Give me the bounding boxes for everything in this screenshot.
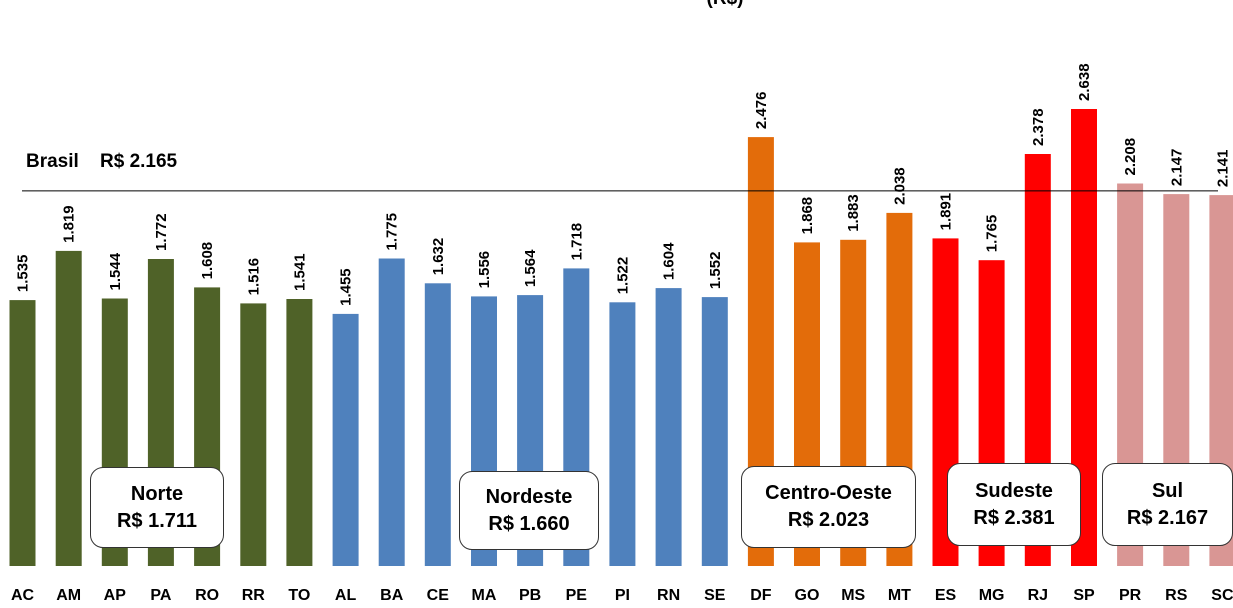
value-label-go: 1.868 [799, 197, 816, 235]
chart-title: (R$) [707, 0, 744, 9]
category-label-ac: AC [11, 587, 35, 604]
region-average: R$ 2.381 [973, 506, 1055, 529]
category-label-ma: MA [472, 587, 497, 604]
value-label-am: 1.819 [61, 205, 78, 243]
value-label-ro: 1.608 [199, 242, 216, 280]
value-label-pr: 2.208 [1122, 138, 1139, 176]
category-label-mt: MT [888, 587, 911, 604]
category-label-rr: RR [242, 587, 266, 604]
region-name: Sudeste [975, 479, 1053, 502]
region-box-norte: Norte R$ 1.711 [90, 467, 224, 548]
category-label-pb: PB [519, 587, 541, 604]
category-label-pa: PA [150, 587, 171, 604]
value-label-rr: 1.516 [245, 258, 262, 296]
category-label-pe: PE [566, 587, 588, 604]
bar-ba [378, 258, 405, 566]
value-label-df: 2.476 [753, 92, 770, 130]
bar-rn [655, 288, 682, 566]
value-label-pi: 1.522 [614, 257, 631, 295]
value-label-rj: 2.378 [1030, 108, 1047, 146]
category-label-to: TO [288, 587, 310, 604]
region-average: R$ 1.660 [488, 512, 570, 535]
category-label-rn: RN [657, 587, 680, 604]
value-label-sc: 2.141 [1214, 150, 1231, 188]
category-label-sc: SC [1211, 587, 1233, 604]
region-average: R$ 2.023 [787, 509, 870, 531]
value-label-ac: 1.535 [15, 255, 32, 293]
region-name: Centro-Oeste [765, 482, 892, 504]
category-label-df: DF [750, 587, 772, 604]
category-label-se: SE [704, 587, 726, 604]
bar-to [286, 299, 313, 566]
value-label-rn: 1.604 [661, 242, 678, 280]
category-label-sp: SP [1073, 587, 1095, 604]
brasil-reference-label: Brasil R$ 2.165 [26, 151, 178, 172]
value-label-pb: 1.564 [522, 249, 539, 287]
bar-rr [240, 303, 267, 566]
region-name: Nordeste [485, 485, 573, 508]
value-label-to: 1.541 [291, 253, 308, 291]
category-label-al: AL [335, 587, 357, 604]
category-label-pr: PR [1119, 587, 1142, 604]
category-label-ms: MS [841, 587, 865, 604]
bar-se [701, 297, 728, 566]
region-name: Norte [130, 482, 184, 505]
value-label-es: 1.891 [938, 193, 955, 231]
region-name: Sul [1151, 479, 1184, 502]
category-label-go: GO [795, 587, 820, 604]
bar-al [332, 313, 359, 566]
value-label-pe: 1.718 [568, 223, 585, 261]
region-box-centro-oeste: Centro-Oeste R$ 2.023 [741, 466, 916, 548]
region-average: R$ 2.167 [1126, 506, 1209, 529]
region-box-sul: Sul R$ 2.167 [1102, 463, 1233, 546]
value-label-mt: 2.038 [891, 167, 908, 205]
value-label-sp: 2.638 [1076, 63, 1093, 101]
value-label-pa: 1.772 [153, 213, 170, 251]
value-label-ms: 1.883 [845, 194, 862, 232]
region-average: R$ 1.711 [116, 509, 198, 532]
value-label-mg: 1.765 [984, 215, 1001, 253]
value-labels-group: 1.535 1.819 1.544 1.772 1.608 1.516 1.541 1.455… [15, 63, 1232, 305]
category-label-rs: RS [1165, 587, 1188, 604]
category-label-ce: CE [427, 587, 450, 604]
value-label-se: 1.552 [707, 252, 724, 290]
category-labels-group: AC AM AP PA RO RR TO AL BA CE MA PB PE PI RN SE DF GO MS MT… [11, 587, 1233, 604]
value-label-ce: 1.632 [430, 238, 447, 276]
value-label-ba: 1.775 [384, 213, 401, 251]
bar-am [55, 250, 82, 566]
category-label-ro: RO [195, 587, 219, 604]
region-box-nordeste: Nordeste R$ 1.660 [459, 471, 599, 550]
value-label-ma: 1.556 [476, 251, 493, 289]
bar-ce [424, 283, 451, 566]
value-label-ap: 1.544 [107, 252, 124, 290]
region-box-sudeste: Sudeste R$ 2.381 [947, 463, 1081, 546]
category-label-mg: MG [979, 587, 1005, 604]
brasil-label: Brasil [26, 151, 79, 172]
brasil-value: R$ 2.165 [100, 151, 178, 172]
category-label-es: ES [935, 587, 957, 604]
category-label-ap: AP [104, 587, 127, 604]
bar-pi [609, 302, 636, 566]
value-label-rs: 2.147 [1168, 149, 1185, 187]
category-label-am: AM [56, 587, 81, 604]
category-label-ba: BA [380, 587, 404, 604]
bar-ac [9, 300, 36, 566]
category-label-pi: PI [615, 587, 630, 604]
value-label-al: 1.455 [338, 268, 355, 306]
category-label-rj: RJ [1028, 587, 1048, 604]
